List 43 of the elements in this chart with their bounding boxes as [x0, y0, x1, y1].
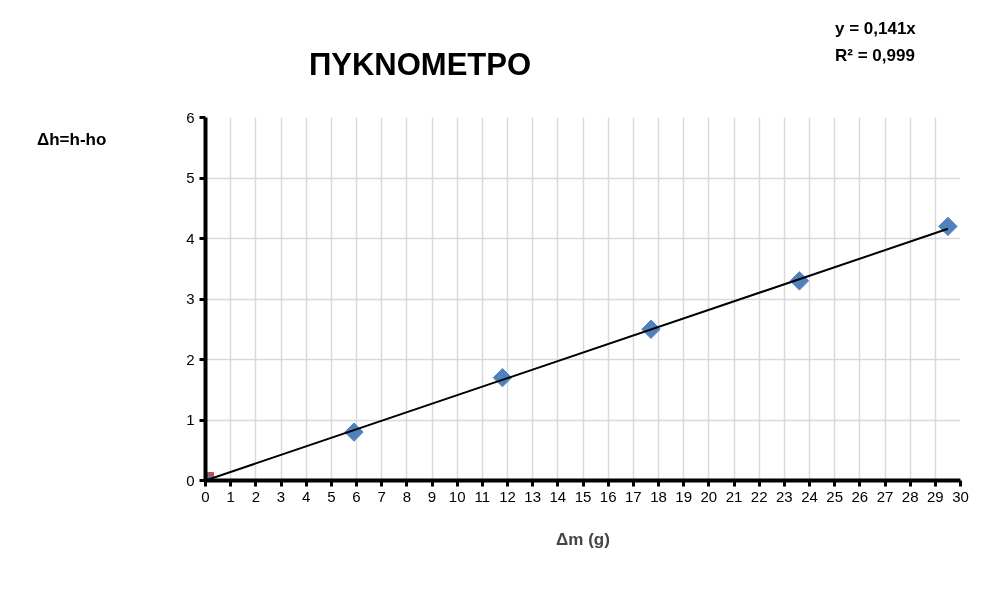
x-tick-label: 22 — [750, 487, 768, 505]
text: R² = 0,999 — [835, 46, 915, 65]
x-tick-label: 11 — [474, 487, 491, 505]
y-tick-label: 1 — [186, 411, 195, 428]
y-tick-label: 3 — [186, 290, 195, 307]
y-tick-label: 5 — [186, 169, 195, 186]
y-tick-label: 6 — [186, 108, 195, 126]
x-tick-label: 2 — [251, 487, 261, 505]
x-tick-label: 29 — [926, 487, 944, 505]
x-tick-label: 16 — [599, 487, 617, 505]
x-tick-label: 0 — [201, 487, 210, 505]
x-tick-label: 4 — [302, 487, 311, 505]
x-tick-label: 8 — [402, 487, 412, 505]
x-tick-label: 10 — [448, 487, 466, 505]
x-tick-label: 6 — [352, 487, 361, 505]
x-tick-label: 28 — [901, 487, 919, 505]
x-tick-label: 20 — [700, 487, 718, 505]
x-tick-label: 5 — [327, 487, 336, 505]
y-tick-label: 2 — [186, 350, 195, 368]
x-tick-label: 12 — [499, 487, 516, 505]
y-tick-label: 0 — [186, 471, 195, 489]
x-tick-label: 23 — [775, 487, 793, 505]
x-tick-label: 27 — [876, 487, 894, 505]
x-tick-label: 13 — [524, 487, 542, 505]
x-tick-label: 17 — [624, 487, 642, 505]
x-tick-label: 26 — [851, 487, 869, 505]
x-axis-title: Δm (g) — [556, 529, 610, 549]
x-tick-label: 25 — [826, 487, 844, 505]
x-tick-label: 1 — [226, 487, 235, 505]
x-tick-label: 15 — [574, 487, 592, 505]
x-tick-label: 19 — [675, 487, 693, 505]
x-tick-label: 30 — [952, 487, 969, 505]
x-tick-label: 24 — [801, 487, 818, 505]
x-tick-label: 3 — [276, 487, 286, 505]
x-tick-label: 21 — [725, 487, 743, 505]
x-tick-label: 9 — [427, 487, 437, 505]
x-tick-label: 7 — [377, 487, 386, 505]
x-tick-label: 14 — [549, 487, 567, 505]
y-axis-title: Δh=h-ho — [37, 129, 107, 151]
text: y = 0,141x — [835, 19, 916, 38]
chart-title: ΠΥΚΝΟΜΕΤΡΟ — [308, 46, 532, 84]
y-tick-label: 4 — [186, 229, 195, 247]
x-tick-label: 18 — [650, 487, 667, 505]
